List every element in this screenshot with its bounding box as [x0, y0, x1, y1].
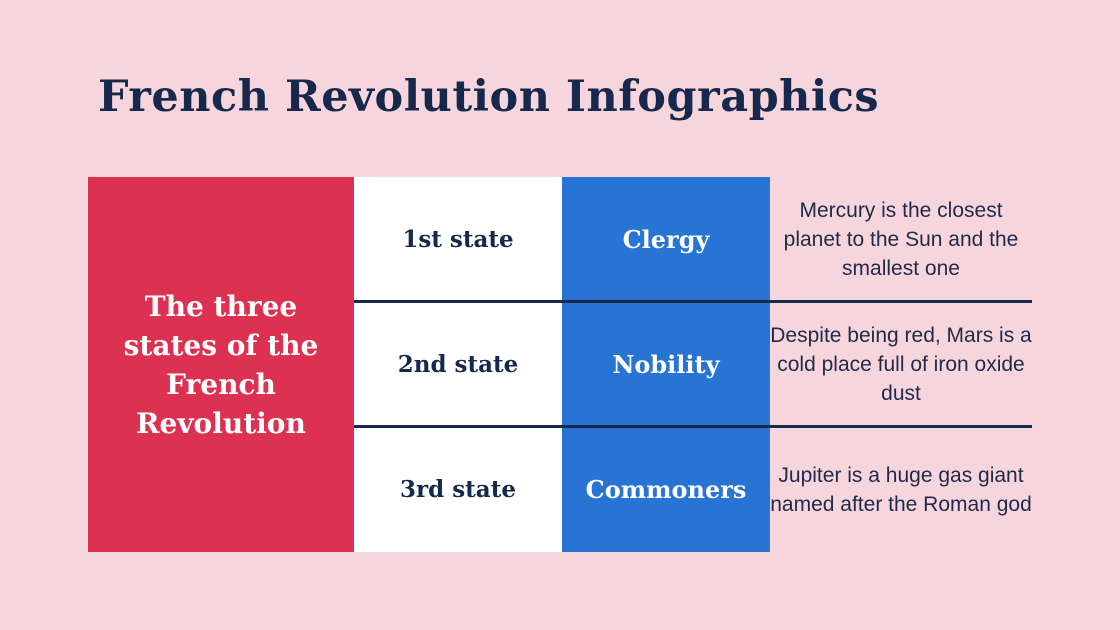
description-1: Mercury is the closest planet to the Sun…	[783, 199, 1019, 280]
group-column	[562, 177, 770, 552]
description-3: Jupiter is a huge gas giant named after …	[770, 463, 1032, 516]
group-2: Nobility	[612, 350, 720, 379]
group-3: Commoners	[585, 475, 747, 504]
main-label: The three states of the French Revolutio…	[123, 289, 319, 440]
main-label-box: The three states of the French Revolutio…	[88, 177, 354, 552]
description-2: Despite being red, Mars is a cold place …	[770, 324, 1032, 405]
group-1: Clergy	[622, 225, 710, 254]
row-divider	[354, 300, 1032, 303]
state-1: 1st state	[402, 226, 514, 253]
state-2: 2nd state	[397, 351, 519, 378]
state-3: 3rd state	[400, 476, 516, 503]
page-title: French Revolution Infographics	[98, 72, 880, 122]
state-column	[354, 177, 562, 552]
row-divider	[354, 425, 1032, 428]
